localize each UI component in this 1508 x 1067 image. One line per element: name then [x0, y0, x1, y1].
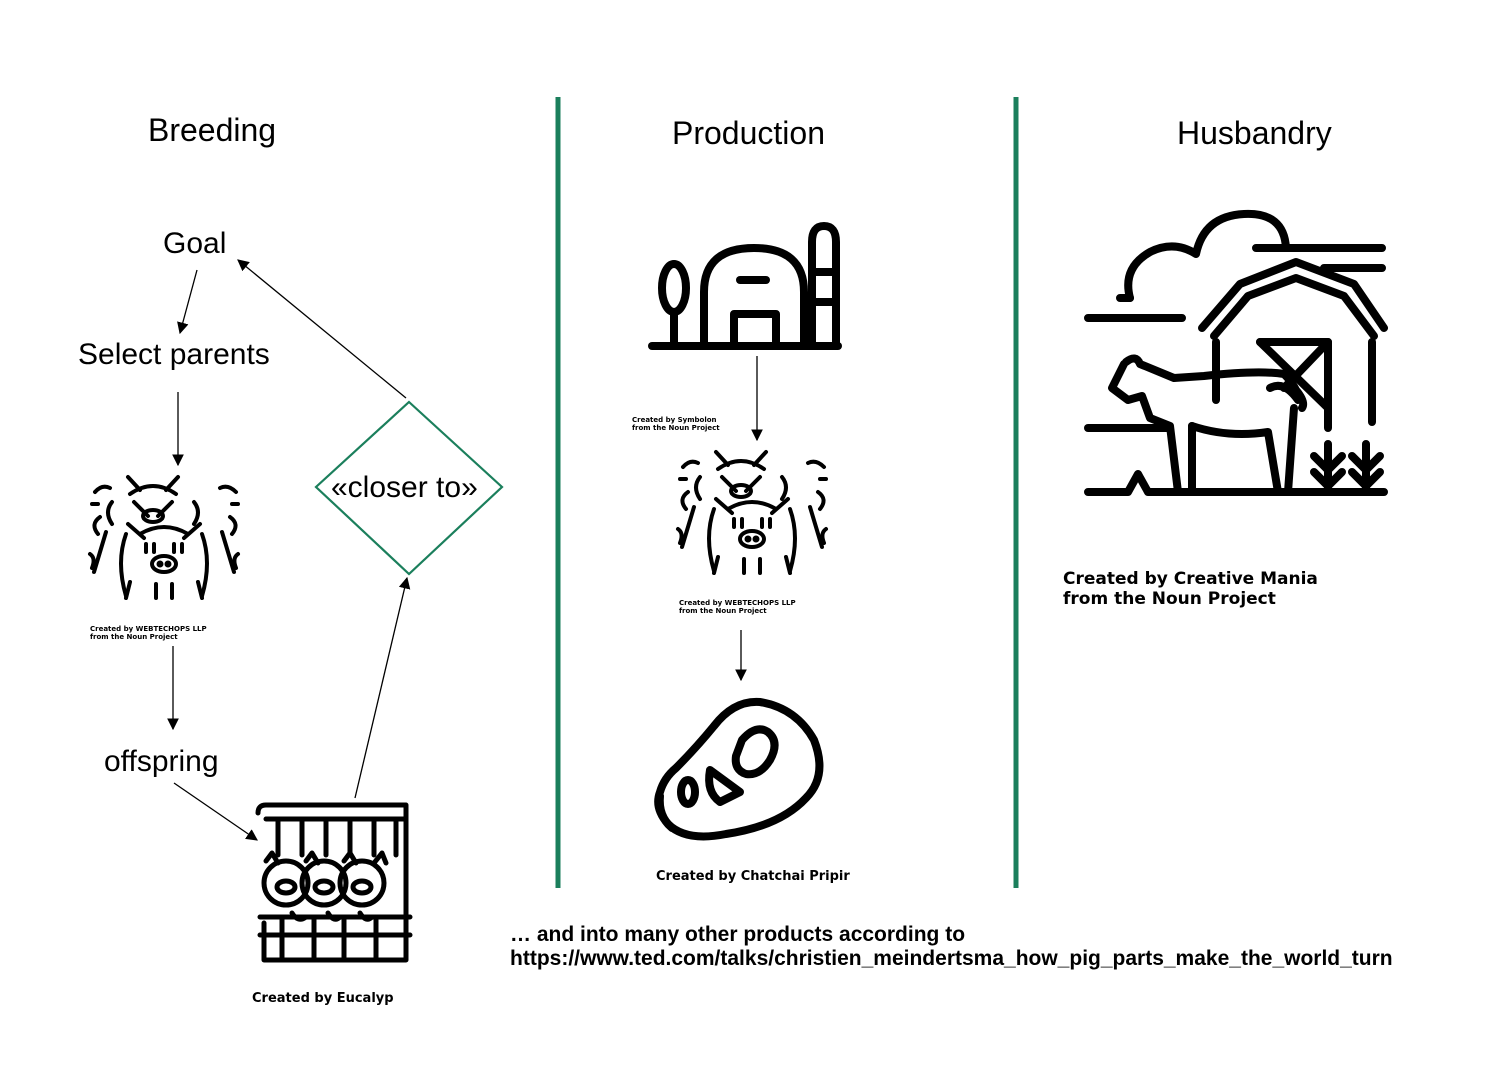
- decision-label: «closer to»: [331, 471, 478, 504]
- credit-pigs-production: Created by WEBTECHOPS LLP from the Noun …: [679, 599, 796, 616]
- heading-husbandry: Husbandry: [1177, 115, 1332, 151]
- arrow-pen-to-decision: [354, 576, 411, 799]
- heading-production: Production: [672, 115, 825, 151]
- decision-diamond: [314, 400, 504, 576]
- node-select-parents: Select parents: [78, 338, 270, 371]
- credit-meat: Created by Chatchai Pripir: [656, 869, 850, 884]
- credit-farm: Created by Symbolon from the Noun Projec…: [632, 416, 720, 433]
- credit-barn: Created by Creative Mania from the Noun …: [1063, 569, 1318, 609]
- arrow-decision-to-goal: [237, 259, 407, 399]
- credit-pen: Created by Eucalyp: [252, 991, 394, 1006]
- meat-steak-icon: [654, 697, 824, 841]
- farm-icon: [648, 222, 842, 350]
- pigs-group-icon: [88, 475, 240, 600]
- node-offspring: offspring: [104, 745, 219, 778]
- node-goal: Goal: [163, 227, 227, 260]
- pigs-group-icon-production: [676, 450, 828, 575]
- credit-pigs-breeding: Created by WEBTECHOPS LLP from the Noun …: [90, 625, 207, 642]
- barn-cow-icon: [1084, 209, 1388, 496]
- footer-url: https://www.ted.com/talks/christien_mein…: [510, 947, 1393, 970]
- arrow-goal-to-select: [177, 269, 198, 335]
- arrow-offspring-to-pen: [173, 782, 258, 841]
- footer-line-1: … and into many other products according…: [510, 923, 966, 946]
- heading-breeding: Breeding: [148, 112, 277, 148]
- pigs-pen-icon: [255, 802, 413, 963]
